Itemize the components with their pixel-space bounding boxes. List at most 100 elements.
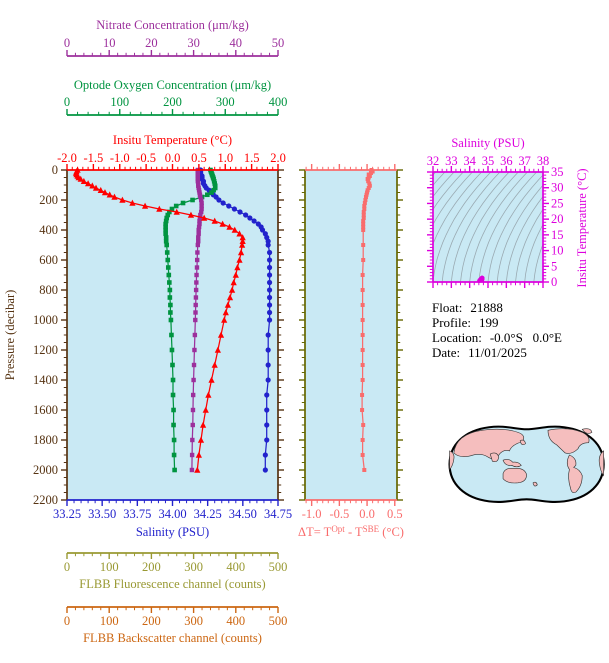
isopycnal-line bbox=[487, 174, 543, 282]
data-point bbox=[196, 181, 201, 186]
map-landmass bbox=[489, 452, 500, 463]
pressure-tick-label: 600 bbox=[39, 253, 58, 267]
profile-value: 199 bbox=[479, 315, 499, 330]
data-point bbox=[226, 203, 232, 209]
data-point bbox=[193, 302, 198, 308]
temperature-axis-title: Insitu Temperature (°C) bbox=[113, 133, 232, 147]
location-value: -0.0°S 0.0°E bbox=[489, 330, 562, 345]
ts-salinity-tick-label: 36 bbox=[500, 154, 513, 168]
data-point bbox=[190, 422, 195, 428]
data-point bbox=[106, 191, 113, 198]
isopycnal-contours bbox=[433, 172, 543, 282]
nitrate-tick-label: 10 bbox=[103, 36, 116, 50]
isopycnal-line bbox=[460, 172, 519, 282]
nitrate-tick-label: 20 bbox=[145, 36, 158, 50]
ts-temperature-tick-label: 20 bbox=[551, 212, 564, 226]
data-point bbox=[360, 273, 365, 277]
date-label: Date: bbox=[432, 345, 461, 360]
fluorescence-tick-label: 200 bbox=[142, 560, 161, 574]
data-point bbox=[230, 279, 237, 286]
data-point bbox=[196, 235, 201, 240]
data-point bbox=[201, 214, 208, 221]
data-point bbox=[361, 219, 366, 223]
data-point bbox=[187, 211, 195, 218]
data-point bbox=[362, 201, 367, 205]
delta-tick-label: 0.0 bbox=[359, 507, 375, 521]
data-point bbox=[265, 242, 271, 248]
data-point bbox=[365, 188, 370, 193]
data-point bbox=[163, 238, 169, 244]
temperature-tick-label: -1.0 bbox=[110, 151, 130, 165]
data-point bbox=[231, 206, 237, 212]
data-point bbox=[194, 272, 199, 278]
data-point bbox=[251, 218, 257, 224]
data-point bbox=[194, 265, 200, 270]
backscatter-tick-label: 100 bbox=[100, 614, 119, 628]
data-point bbox=[219, 220, 226, 227]
data-point bbox=[170, 362, 175, 368]
temperature-tick-label: -0.5 bbox=[136, 151, 156, 165]
data-point bbox=[172, 467, 177, 473]
isopycnal-line bbox=[450, 172, 510, 282]
data-point bbox=[191, 362, 197, 368]
data-point bbox=[365, 177, 370, 181]
data-point bbox=[169, 347, 175, 353]
temperature-tick-label: -2.0 bbox=[57, 151, 77, 165]
data-point bbox=[80, 177, 87, 184]
pressure-tick-label: 0 bbox=[52, 163, 58, 177]
data-point bbox=[89, 182, 96, 189]
data-point bbox=[198, 209, 204, 215]
pressure-tick-label: 2000 bbox=[33, 463, 58, 477]
data-point bbox=[360, 333, 365, 337]
pressure-tick-label: 1800 bbox=[33, 433, 58, 447]
data-point bbox=[198, 194, 203, 200]
isopycnal-line bbox=[515, 208, 543, 282]
data-point bbox=[264, 437, 270, 443]
main-profile-panel: 0200400600800100012001400160018002000220… bbox=[3, 18, 292, 645]
ts-temperature-tick-label: 25 bbox=[551, 196, 564, 210]
location-label: Location: bbox=[432, 330, 482, 345]
data-point bbox=[168, 310, 173, 315]
map-landmass bbox=[449, 450, 455, 471]
data-point bbox=[196, 239, 201, 244]
data-point bbox=[197, 215, 203, 221]
data-point bbox=[164, 250, 170, 255]
data-point bbox=[366, 179, 371, 184]
salinity-axis-title: Salinity (PSU) bbox=[136, 525, 209, 539]
data-point bbox=[236, 230, 243, 237]
ts-salinity-tick-label: 34 bbox=[463, 154, 476, 168]
data-point bbox=[361, 228, 366, 232]
data-point bbox=[180, 200, 186, 206]
oxygen-tick-label: 100 bbox=[110, 95, 129, 109]
data-point bbox=[236, 256, 243, 263]
data-point bbox=[362, 204, 367, 208]
data-point bbox=[190, 437, 195, 443]
data-point bbox=[265, 238, 271, 244]
float-info-row: Profile: 199 bbox=[432, 315, 562, 330]
data-point bbox=[195, 176, 201, 182]
float-label: Float: bbox=[432, 300, 463, 315]
salinity-tick-label: 33.50 bbox=[88, 507, 116, 521]
data-point bbox=[193, 310, 198, 315]
data-point bbox=[361, 423, 366, 427]
map-landmass bbox=[519, 439, 526, 446]
data-point bbox=[265, 332, 271, 338]
data-point bbox=[226, 294, 234, 301]
data-point bbox=[360, 408, 365, 412]
pressure-tick-label: 1200 bbox=[33, 343, 58, 357]
data-point bbox=[239, 237, 246, 244]
ts-salinity-tick-label: 33 bbox=[445, 154, 458, 168]
nitrate-tick-label: 50 bbox=[272, 36, 285, 50]
oxygen-tick-label: 0 bbox=[64, 95, 70, 109]
data-point bbox=[262, 467, 268, 473]
ts-salinity-tick-label: 32 bbox=[427, 154, 440, 168]
data-point bbox=[194, 280, 199, 285]
data-point bbox=[265, 347, 271, 353]
data-point bbox=[209, 190, 214, 195]
data-point bbox=[216, 197, 222, 203]
isopycnal-line bbox=[441, 172, 501, 282]
data-point bbox=[163, 231, 168, 237]
ts-temperature-tick-label: 15 bbox=[551, 228, 564, 242]
nitrate-axis-title: Nitrate Concentration (μm/kg) bbox=[96, 18, 249, 32]
data-point bbox=[360, 348, 365, 352]
